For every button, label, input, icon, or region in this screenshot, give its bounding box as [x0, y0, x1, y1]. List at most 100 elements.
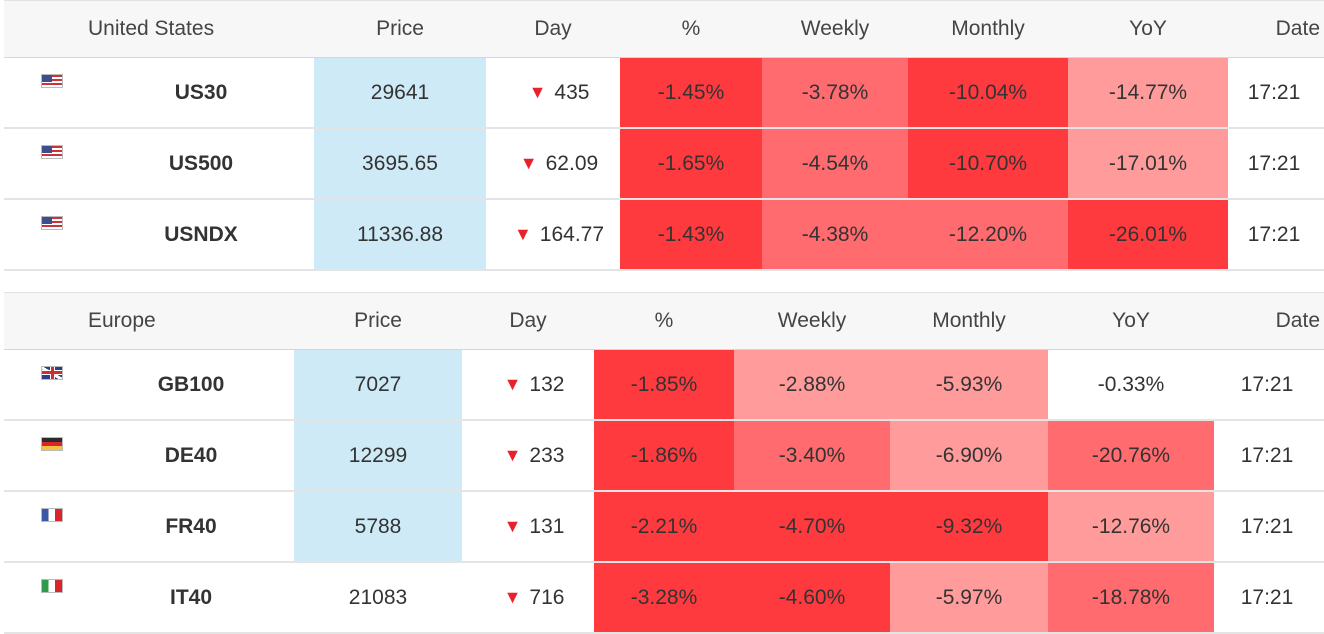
table-row[interactable]: FR40 5788 ▼ 131 -2.21% -4.70% -9.32% -12.…: [4, 491, 1324, 563]
down-arrow-icon: ▼: [513, 223, 532, 244]
pct-change-cell: -1.65%: [620, 128, 762, 200]
table-row[interactable]: USNDX 11336.88 ▼ 164.77 -1.43% -4.38% -12…: [4, 199, 1324, 271]
price-cell: 5788: [294, 491, 462, 563]
symbol-link[interactable]: DE40: [88, 420, 294, 492]
day-change-cell: ▼ 132: [462, 349, 594, 421]
price-cell: 3695.65: [314, 128, 486, 200]
day-change-cell: ▼ 131: [462, 491, 594, 563]
weekly-change-cell: -4.70%: [734, 491, 890, 563]
pct-change-cell: -1.43%: [620, 199, 762, 271]
us-flag-icon: [41, 216, 63, 230]
yoy-change-cell: -12.76%: [1048, 491, 1214, 563]
flag-cell: [4, 57, 88, 129]
down-arrow-icon: ▼: [503, 373, 522, 394]
us-indices-table: United States Price Day % Weekly Monthly…: [4, 0, 1324, 271]
date-header[interactable]: Date: [1228, 0, 1324, 58]
date-cell: 17:21: [1214, 420, 1324, 492]
yoy-header[interactable]: YoY: [1048, 292, 1214, 350]
monthly-change-cell: -5.97%: [890, 562, 1048, 634]
symbol-link[interactable]: IT40: [88, 562, 294, 634]
pct-change-cell: -1.85%: [594, 349, 734, 421]
day-change-value: 131: [529, 514, 565, 538]
flag-cell: [4, 199, 88, 271]
weekly-change-cell: -4.54%: [762, 128, 908, 200]
table-header-row: Europe Price Day % Weekly Monthly YoY Da…: [4, 292, 1324, 350]
table-row[interactable]: DE40 12299 ▼ 233 -1.86% -3.40% -6.90% -20…: [4, 420, 1324, 492]
price-header[interactable]: Price: [314, 0, 486, 58]
symbol-link[interactable]: FR40: [88, 491, 294, 563]
pct-change-cell: -2.21%: [594, 491, 734, 563]
day-change-value: 233: [529, 443, 565, 467]
flag-cell: [4, 420, 88, 492]
price-cell: 29641: [314, 57, 486, 129]
flag-header: [4, 292, 88, 350]
down-arrow-icon: ▼: [503, 515, 522, 536]
day-change-value: 435: [554, 80, 590, 104]
pct-change-cell: -3.28%: [594, 562, 734, 634]
fr-flag-icon: [41, 508, 63, 522]
monthly-change-cell: -10.04%: [908, 57, 1068, 129]
day-change-value: 132: [529, 372, 565, 396]
monthly-change-cell: -9.32%: [890, 491, 1048, 563]
weekly-header[interactable]: Weekly: [734, 292, 890, 350]
pct-change-cell: -1.86%: [594, 420, 734, 492]
de-flag-icon: [41, 437, 63, 451]
day-change-cell: ▼ 435: [486, 57, 620, 129]
table-row[interactable]: US500 3695.65 ▼ 62.09 -1.65% -4.54% -10.7…: [4, 128, 1324, 200]
day-change-value: 164.77: [539, 222, 605, 246]
date-cell: 17:21: [1214, 562, 1324, 634]
down-arrow-icon: ▼: [519, 152, 538, 173]
monthly-change-cell: -10.70%: [908, 128, 1068, 200]
day-header[interactable]: Day: [462, 292, 594, 350]
weekly-header[interactable]: Weekly: [762, 0, 908, 58]
us-flag-icon: [41, 145, 63, 159]
date-cell: 17:21: [1214, 349, 1324, 421]
region-header[interactable]: United States: [88, 0, 314, 58]
flag-cell: [4, 349, 88, 421]
monthly-header[interactable]: Monthly: [890, 292, 1048, 350]
date-cell: 17:21: [1228, 199, 1324, 271]
europe-indices-table: Europe Price Day % Weekly Monthly YoY Da…: [4, 292, 1324, 634]
down-arrow-icon: ▼: [503, 586, 522, 607]
symbol-link[interactable]: GB100: [88, 349, 294, 421]
yoy-header[interactable]: YoY: [1068, 0, 1228, 58]
flag-cell: [4, 562, 88, 634]
weekly-change-cell: -4.38%: [762, 199, 908, 271]
day-change-cell: ▼ 62.09: [486, 128, 620, 200]
monthly-header[interactable]: Monthly: [908, 0, 1068, 58]
down-arrow-icon: ▼: [503, 444, 522, 465]
monthly-change-cell: -12.20%: [908, 199, 1068, 271]
date-cell: 17:21: [1214, 491, 1324, 563]
flag-header: [4, 0, 88, 58]
table-row[interactable]: US30 29641 ▼ 435 -1.45% -3.78% -10.04% -1…: [4, 57, 1324, 129]
day-change-value: 62.09: [545, 151, 599, 175]
table-row[interactable]: IT40 21083 ▼ 716 -3.28% -4.60% -5.97% -18…: [4, 562, 1324, 634]
date-cell: 17:21: [1228, 128, 1324, 200]
price-header[interactable]: Price: [294, 292, 462, 350]
day-header[interactable]: Day: [486, 0, 620, 58]
yoy-change-cell: -14.77%: [1068, 57, 1228, 129]
symbol-link[interactable]: US30: [88, 57, 314, 129]
yoy-change-cell: -20.76%: [1048, 420, 1214, 492]
monthly-change-cell: -6.90%: [890, 420, 1048, 492]
date-cell: 17:21: [1228, 57, 1324, 129]
date-header[interactable]: Date: [1214, 292, 1324, 350]
pct-header[interactable]: %: [620, 0, 762, 58]
weekly-change-cell: -3.78%: [762, 57, 908, 129]
yoy-change-cell: -18.78%: [1048, 562, 1214, 634]
symbol-link[interactable]: USNDX: [88, 199, 314, 271]
flag-cell: [4, 128, 88, 200]
us-flag-icon: [41, 74, 63, 88]
day-change-cell: ▼ 716: [462, 562, 594, 634]
table-header-row: United States Price Day % Weekly Monthly…: [4, 0, 1324, 58]
region-header[interactable]: Europe: [88, 292, 294, 350]
table-row[interactable]: GB100 7027 ▼ 132 -1.85% -2.88% -5.93% -0.…: [4, 349, 1324, 421]
it-flag-icon: [41, 579, 63, 593]
yoy-change-cell: -17.01%: [1068, 128, 1228, 200]
price-cell: 11336.88: [314, 199, 486, 271]
symbol-link[interactable]: US500: [88, 128, 314, 200]
weekly-change-cell: -2.88%: [734, 349, 890, 421]
day-change-value: 716: [529, 585, 565, 609]
pct-header[interactable]: %: [594, 292, 734, 350]
yoy-change-cell: -0.33%: [1048, 349, 1214, 421]
